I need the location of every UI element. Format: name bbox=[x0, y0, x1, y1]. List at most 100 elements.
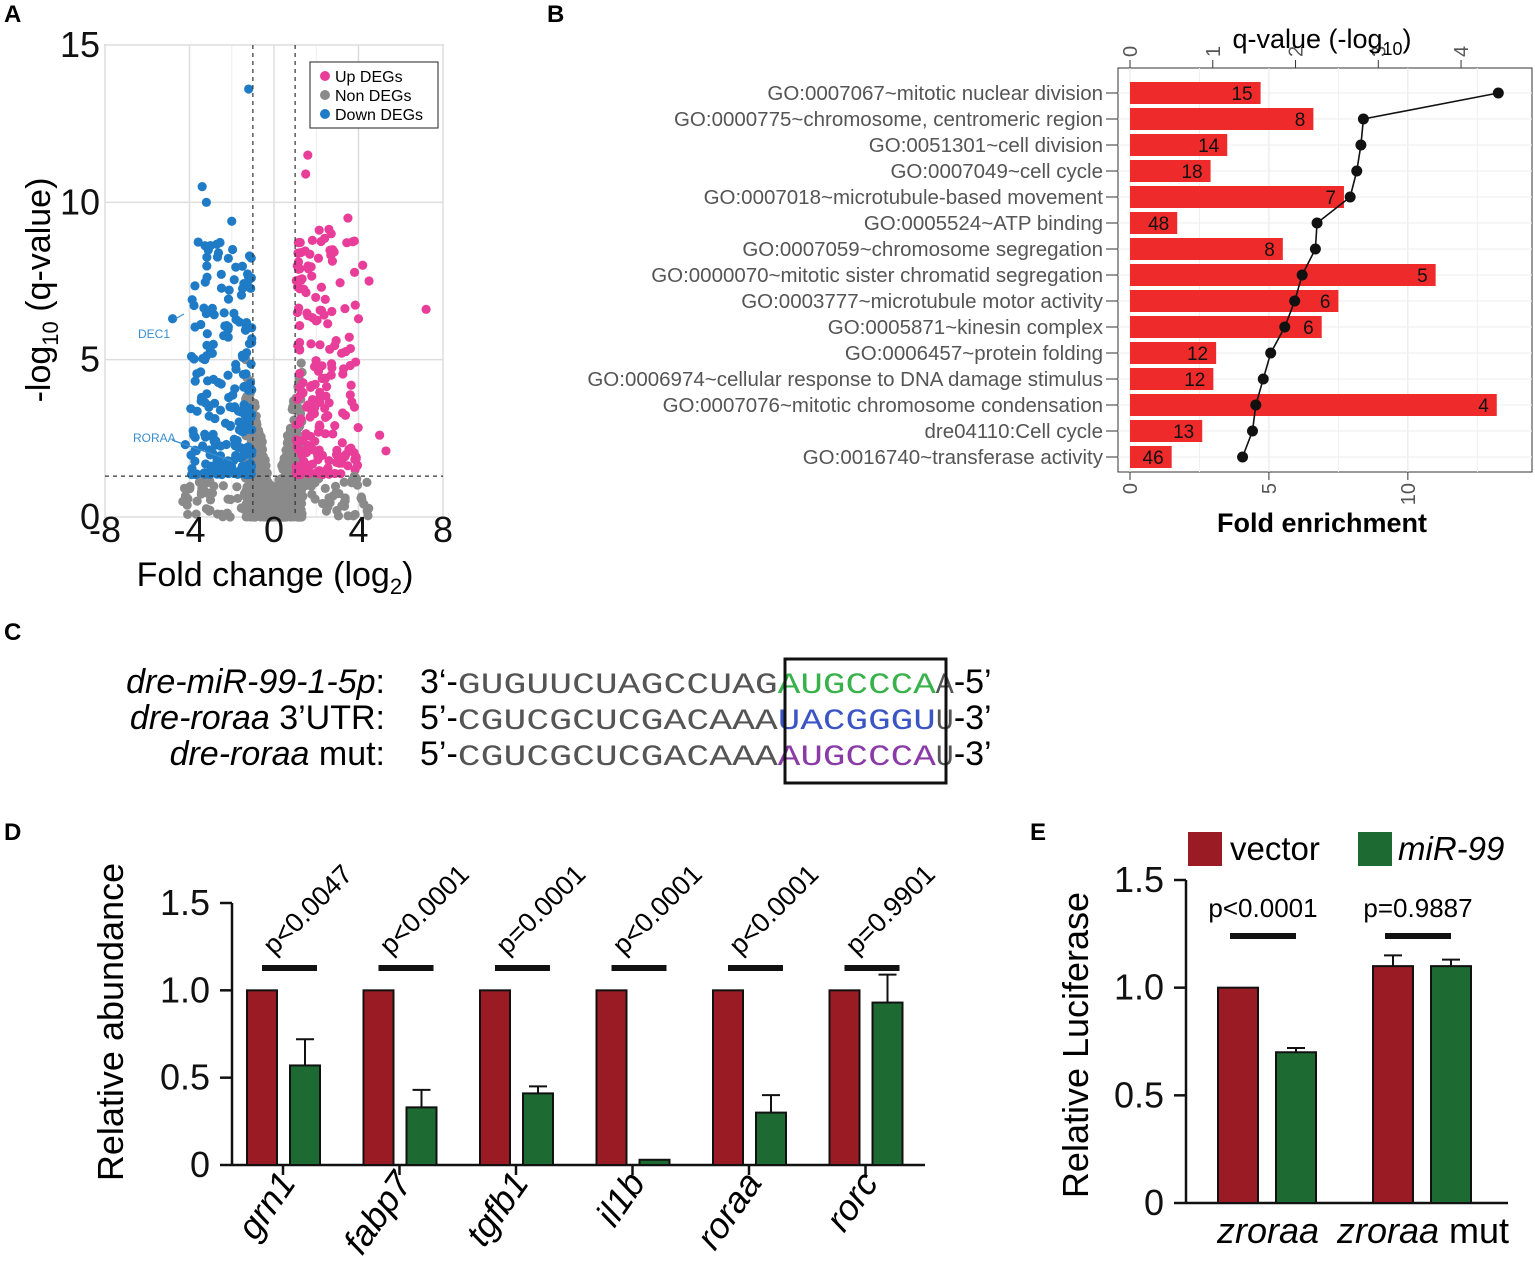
go-top-label-sub: 10 bbox=[1383, 39, 1403, 59]
luciferase-category-labels: zroraa zroraa mut bbox=[1216, 1210, 1509, 1251]
go-qvalue-point bbox=[1265, 347, 1277, 359]
volcano-point-down bbox=[243, 414, 253, 424]
volcano-point-up bbox=[315, 340, 325, 350]
legend-label-mir99: miR-99 bbox=[1398, 830, 1504, 867]
volcano-y-tick: 10 bbox=[60, 181, 100, 222]
go-qvalue-point bbox=[1344, 191, 1356, 203]
volcano-point-down bbox=[186, 404, 196, 414]
go-term-label: GO:0007076~mitotic chromosome condensati… bbox=[663, 394, 1103, 417]
abundance-bar-mir99 bbox=[871, 1001, 904, 1166]
volcano-point-up bbox=[293, 257, 304, 267]
volcano-point-up bbox=[343, 213, 353, 223]
go-q-tick: 2 bbox=[1286, 46, 1308, 57]
volcano-point-down bbox=[244, 84, 254, 94]
volcano-point-up bbox=[301, 402, 312, 412]
volcano-point-down bbox=[219, 331, 229, 341]
volcano-point-down bbox=[246, 359, 256, 369]
volcano-point-up bbox=[344, 332, 354, 342]
volcano-point-down bbox=[190, 376, 200, 386]
volcano-point-up bbox=[326, 359, 337, 369]
volcano-point-up bbox=[307, 394, 318, 405]
panel-label-a: A bbox=[4, 1, 21, 28]
luciferase-category-italic: zroraa bbox=[1216, 1210, 1319, 1251]
alignment-row-name: dre-roraa mut: bbox=[170, 735, 385, 773]
volcano-point-down bbox=[240, 444, 250, 454]
volcano-point-down bbox=[189, 469, 199, 479]
relative-abundance-chart: 00.51.01.5 p<0.0047 p<0.0001 p=0.0001 p<0.0… bbox=[90, 859, 941, 1261]
volcano-legend-box bbox=[309, 61, 439, 129]
volcano-point-down bbox=[207, 303, 217, 313]
alignment-seq-before: GUGUUCUAGCCUAG bbox=[458, 669, 778, 703]
volcano-point-up bbox=[345, 360, 355, 371]
volcano-point-up bbox=[294, 344, 305, 354]
volcano-point-down bbox=[216, 269, 226, 279]
volcano-y-tick: 15 bbox=[60, 24, 100, 65]
legend-marker-non bbox=[320, 90, 330, 100]
volcano-point-up bbox=[292, 394, 302, 404]
volcano-point-down bbox=[197, 182, 207, 192]
alignment-name-suffix: 3’UTR: bbox=[270, 699, 385, 737]
abundance-category-labels: grn1 fabp7 tgfb1 il1b roraa rorc bbox=[229, 1162, 886, 1261]
volcano-ylabel-rest: (q-value) bbox=[20, 178, 58, 322]
volcano-point-non bbox=[192, 496, 202, 506]
volcano-point-up bbox=[320, 294, 330, 304]
volcano-point-up bbox=[313, 451, 323, 461]
go-term-label: dre04110:Cell cycle bbox=[924, 420, 1103, 443]
volcano-point-non bbox=[324, 493, 334, 503]
volcano-point-non bbox=[252, 509, 262, 519]
volcano-point-down bbox=[215, 405, 226, 415]
go-qvalue-line bbox=[1237, 87, 1504, 463]
go-top-axis-title: q-value (-log10) bbox=[1232, 24, 1411, 59]
go-count-label: 5 bbox=[1417, 266, 1428, 287]
go-count-label: 15 bbox=[1231, 84, 1252, 105]
volcano-points bbox=[168, 84, 431, 522]
volcano-point-up bbox=[343, 461, 353, 471]
go-term-label: GO:0007067~mitotic nuclear division bbox=[767, 82, 1103, 105]
legend-marker-down bbox=[320, 109, 330, 119]
abundance-pvalue: p<0.0001 bbox=[723, 859, 824, 960]
abundance-category-label: roraa bbox=[688, 1164, 770, 1256]
volcano-point-up bbox=[381, 446, 391, 456]
alignment-name-italic: dre-roraa bbox=[130, 699, 270, 737]
volcano-point-non bbox=[225, 494, 236, 505]
volcano-point-up bbox=[336, 469, 346, 479]
go-term-label: GO:0007049~cell cycle bbox=[890, 160, 1103, 183]
legend-swatch-vector bbox=[1188, 832, 1222, 866]
volcano-point-non bbox=[218, 481, 228, 491]
volcano-point-down bbox=[168, 314, 178, 324]
go-bar bbox=[1130, 368, 1214, 390]
volcano-point-down bbox=[215, 441, 226, 451]
legend-swatch-mir99 bbox=[1358, 832, 1392, 866]
volcano-point-down bbox=[241, 369, 251, 379]
volcano-point-up bbox=[306, 339, 316, 349]
volcano-point-non bbox=[337, 501, 347, 511]
volcano-point-up bbox=[313, 253, 324, 263]
volcano-point-up bbox=[328, 245, 338, 255]
seed-alignment: dre-miR-99-1-5p: 3‘-GUGUUCUAGCCUAGAUGCCCA… bbox=[126, 657, 992, 785]
volcano-point-non bbox=[261, 460, 271, 471]
go-qvalue-point bbox=[1257, 373, 1269, 385]
alignment-prefix: 3‘- bbox=[420, 663, 458, 701]
volcano-point-up bbox=[421, 304, 431, 314]
go-bar bbox=[1130, 212, 1178, 234]
go-bar bbox=[1130, 342, 1217, 364]
volcano-point-up bbox=[302, 308, 312, 318]
abundance-bar-mir99 bbox=[289, 1064, 321, 1166]
go-count-label: 48 bbox=[1148, 214, 1169, 235]
alignment-name-suffix: : bbox=[376, 663, 385, 701]
legend-label-vector: vector bbox=[1230, 830, 1320, 867]
volcano-x-axis-title: Fold change (log2) bbox=[137, 556, 414, 599]
luciferase-y-tick: 1.5 bbox=[1114, 859, 1164, 900]
panel-label-d: D bbox=[4, 819, 21, 846]
abundance-bar-vector bbox=[828, 989, 861, 1166]
volcano-point-non bbox=[287, 404, 297, 414]
volcano-point-up bbox=[350, 300, 360, 310]
volcano-point-up bbox=[314, 225, 324, 235]
volcano-y-tick: 0 bbox=[80, 496, 100, 537]
volcano-point-down bbox=[190, 322, 200, 332]
luciferase-category-label: zroraa mut bbox=[1336, 1210, 1509, 1251]
go-count-label: 18 bbox=[1181, 162, 1202, 183]
volcano-point-non bbox=[356, 492, 367, 502]
volcano-point-up bbox=[346, 443, 356, 453]
volcano-point-down bbox=[236, 423, 246, 433]
